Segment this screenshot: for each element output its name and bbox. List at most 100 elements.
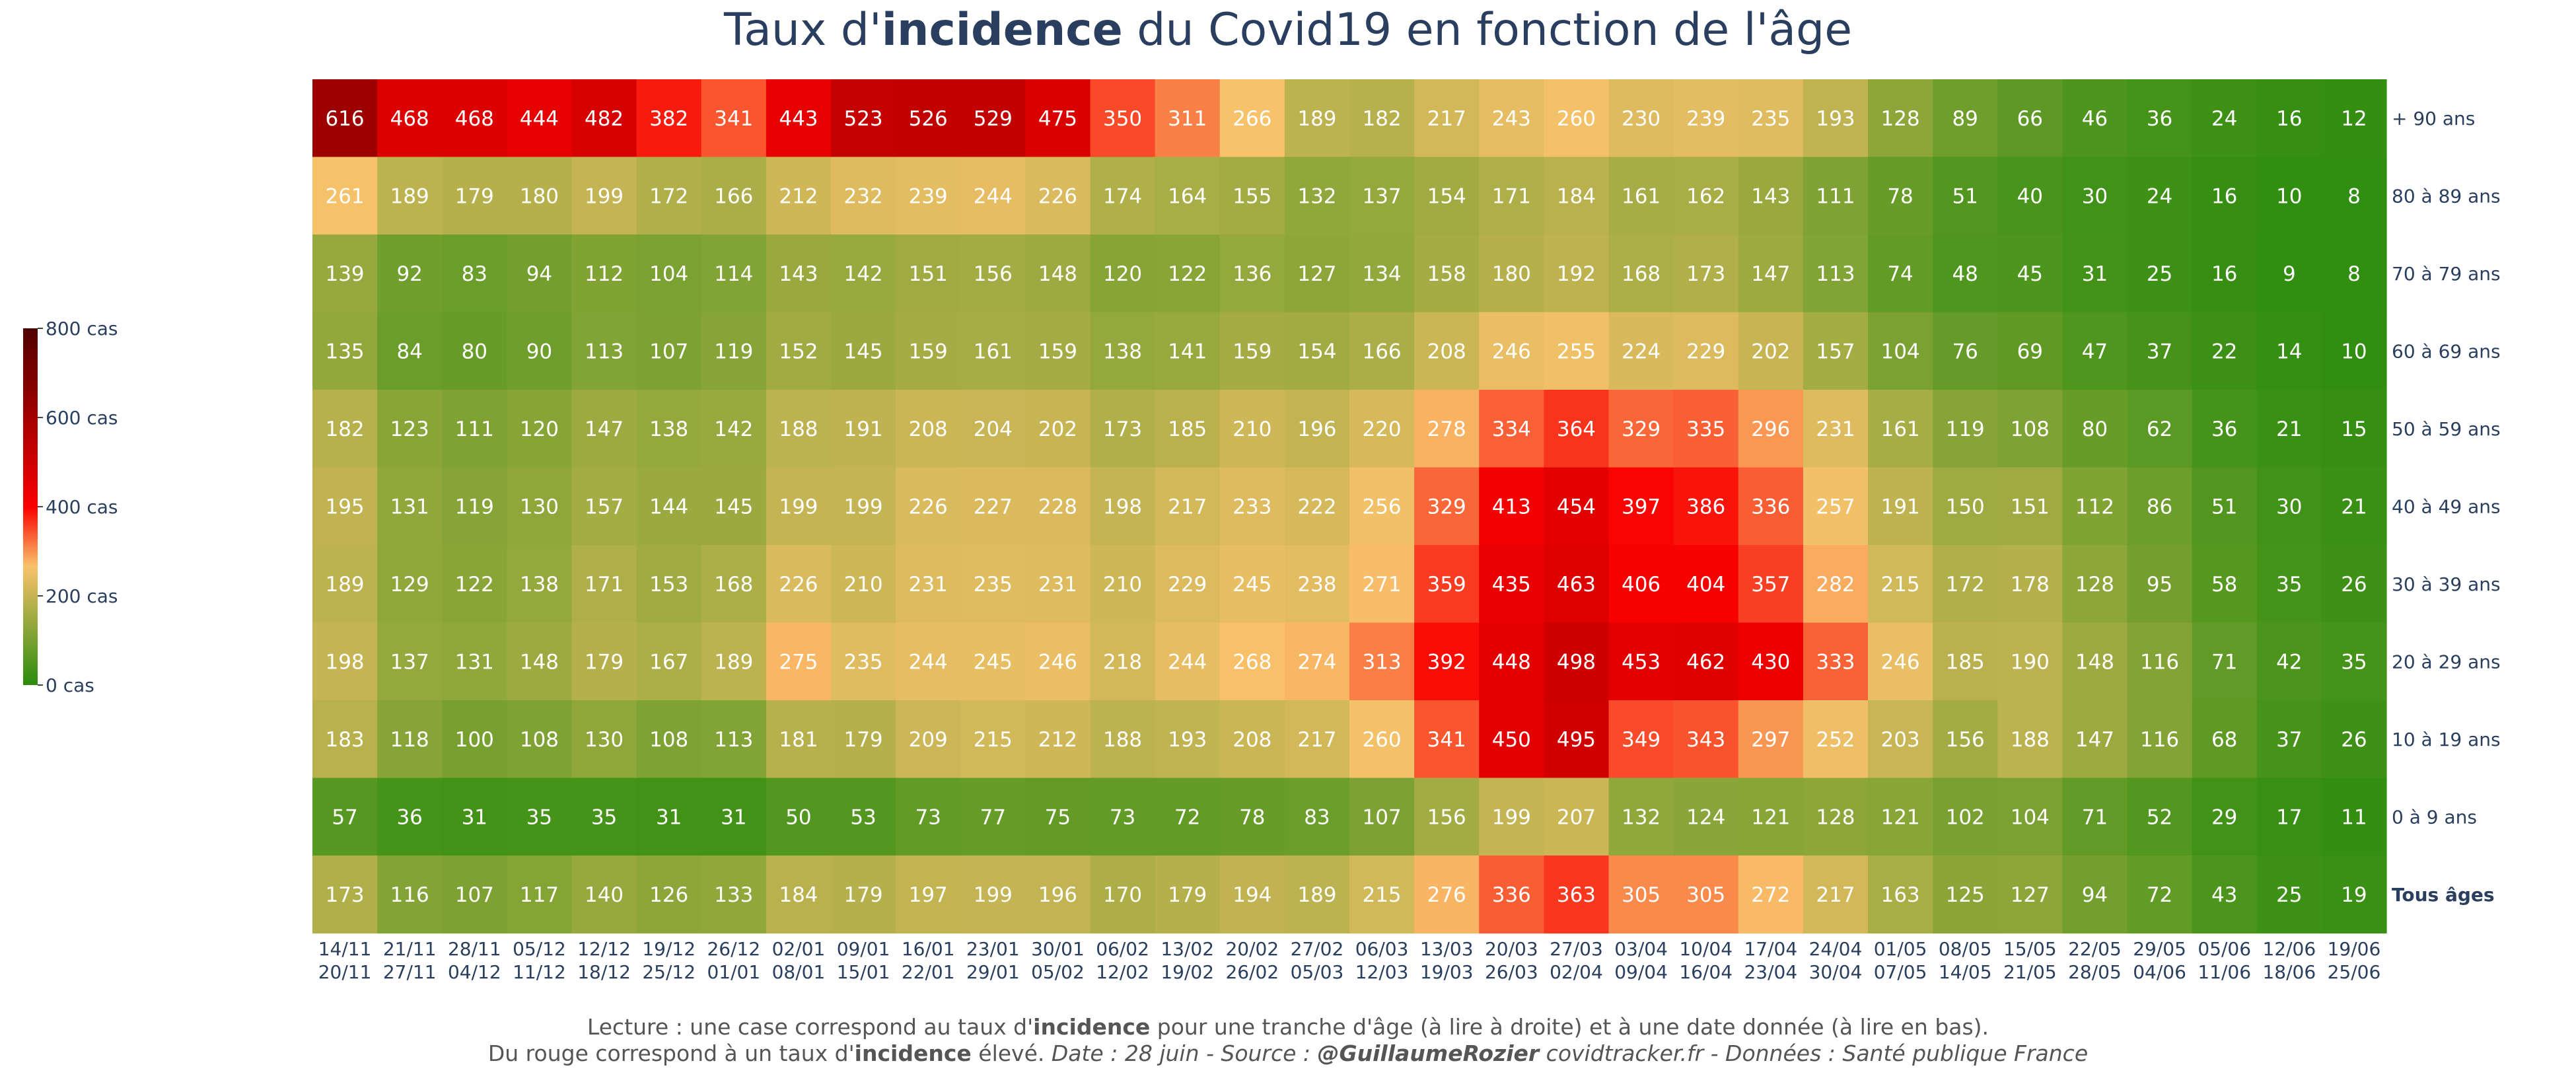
heatmap-cell — [507, 855, 573, 934]
heatmap-cell — [377, 312, 443, 390]
heatmap-cell — [1025, 79, 1091, 158]
heatmap-cell — [1933, 235, 1998, 313]
cell-value-label: 382 — [649, 107, 688, 131]
cell-value-label: 196 — [1038, 883, 1077, 907]
heatmap-cell — [1090, 157, 1156, 235]
x-tick-label: 08/01 — [772, 961, 826, 983]
cell-value-label: 129 — [390, 573, 429, 597]
cell-value-label: 335 — [1686, 418, 1725, 441]
cell-value-label: 246 — [1038, 650, 1077, 674]
heatmap-cell — [2321, 778, 2387, 856]
cell-value-label: 36 — [2147, 107, 2172, 131]
cell-value-label: 137 — [390, 650, 429, 674]
heatmap-cell — [2256, 157, 2322, 235]
cell-value-label: 153 — [649, 573, 688, 597]
heatmap-cell — [1155, 312, 1221, 390]
heatmap-cell — [701, 312, 767, 390]
cell-value-label: 172 — [649, 184, 688, 208]
cell-value-label: 117 — [520, 883, 559, 907]
cell-value-label: 154 — [1427, 184, 1466, 208]
cell-value-label: 92 — [396, 262, 422, 286]
heatmap-cell — [766, 390, 832, 468]
heatmap-cell — [1219, 855, 1285, 934]
heatmap-cell — [2127, 467, 2193, 546]
heatmap-cell — [701, 79, 767, 158]
heatmap-cell — [831, 312, 896, 390]
cell-value-label: 10 — [2341, 340, 2367, 363]
cell-value-label: 482 — [585, 107, 624, 131]
cell-value-label: 188 — [1103, 728, 1142, 752]
x-tick-label: 12/06 — [2262, 938, 2316, 960]
heatmap-cell — [507, 622, 573, 701]
cell-value-label: 246 — [1880, 650, 1919, 674]
cell-value-label: 104 — [2011, 805, 2050, 829]
heatmap-cell — [507, 235, 573, 313]
cell-value-label: 47 — [2082, 340, 2108, 363]
cell-value-label: 363 — [1557, 883, 1596, 907]
heatmap-cell — [1608, 778, 1674, 856]
heatmap-cell — [1673, 545, 1739, 624]
cell-value-label: 260 — [1362, 728, 1401, 752]
cell-value-label: 275 — [779, 650, 818, 674]
x-tick-label: 12/03 — [1355, 961, 1409, 983]
cell-value-label: 62 — [2147, 418, 2172, 441]
heatmap-cell — [1997, 700, 2063, 779]
heatmap-cell — [831, 157, 896, 235]
heatmap-cell — [1025, 235, 1091, 313]
heatmap-cell — [377, 855, 443, 934]
heatmap-cell — [442, 79, 507, 158]
cell-value-label: 454 — [1557, 495, 1596, 519]
heatmap-cell — [1414, 79, 1480, 158]
cell-value-label: 8 — [2347, 262, 2361, 286]
cell-value-label: 435 — [1492, 573, 1531, 597]
heatmap-cell — [2127, 235, 2193, 313]
cell-value-label: 156 — [974, 262, 1013, 286]
heatmap-cell — [1608, 545, 1674, 624]
heatmap-cell — [1219, 157, 1285, 235]
cell-value-label: 174 — [1103, 184, 1142, 208]
heatmap-cell — [2321, 622, 2387, 701]
cell-value-label: 31 — [656, 805, 682, 829]
x-tick-label: 23/01 — [966, 938, 1020, 960]
heatmap-cell — [507, 157, 573, 235]
cell-value-label: 453 — [1622, 650, 1661, 674]
heatmap-cell — [1414, 157, 1480, 235]
x-tick-label: 15/05 — [2003, 938, 2057, 960]
cell-value-label: 171 — [585, 573, 624, 597]
cell-value-label: 116 — [2140, 650, 2179, 674]
x-tick-label: 14/11 — [318, 938, 372, 960]
heatmap-cell — [1155, 622, 1221, 701]
heatmap-cell — [2062, 312, 2128, 390]
cell-value-label: 498 — [1557, 650, 1596, 674]
cell-value-label: 238 — [1297, 573, 1336, 597]
chart-title: Taux d'incidence du Covid19 en fonction … — [0, 4, 2576, 56]
heatmap-cell — [831, 235, 896, 313]
cell-value-label: 130 — [585, 728, 624, 752]
heatmap-cell — [1349, 235, 1415, 313]
cell-value-label: 297 — [1751, 728, 1790, 752]
heatmap-cell — [701, 855, 767, 934]
cell-value-label: 229 — [1168, 573, 1207, 597]
heatmap-cell — [960, 79, 1026, 158]
cell-value-label: 260 — [1557, 107, 1596, 131]
cell-value-label: 386 — [1686, 495, 1725, 519]
heatmap-cell — [507, 79, 573, 158]
x-tick-label: 11/06 — [2198, 961, 2251, 983]
cell-value-label: 204 — [974, 418, 1013, 441]
heatmap-cell — [1933, 312, 1998, 390]
cell-value-label: 276 — [1427, 883, 1466, 907]
heatmap-cell — [1414, 622, 1480, 701]
heatmap-cell — [1738, 390, 1804, 468]
cell-value-label: 450 — [1492, 728, 1531, 752]
heatmap-cell — [377, 157, 443, 235]
heatmap-cell — [1997, 79, 2063, 158]
heatmap-cell — [636, 312, 702, 390]
cell-value-label: 136 — [1233, 262, 1271, 286]
x-tick-label: 02/04 — [1550, 961, 1603, 983]
cell-value-label: 150 — [1946, 495, 1985, 519]
heatmap-cell — [2192, 157, 2258, 235]
cell-value-label: 296 — [1751, 418, 1790, 441]
heatmap-cell — [1868, 312, 1933, 390]
cell-value-label: 22 — [2211, 340, 2237, 363]
cell-value-label: 26 — [2341, 728, 2367, 752]
